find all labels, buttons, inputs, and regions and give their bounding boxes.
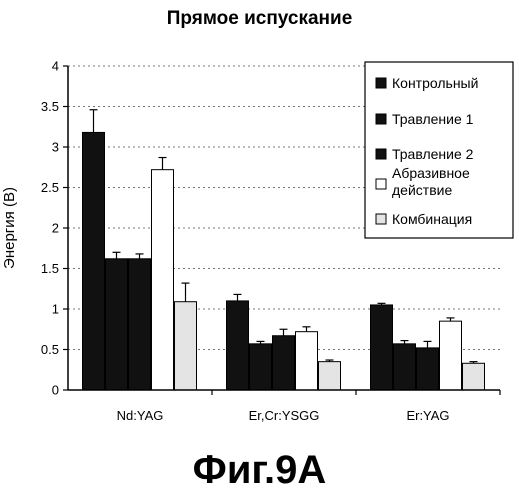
bar — [250, 344, 272, 390]
y-tick-label: 1.5 — [41, 261, 59, 276]
bar — [463, 363, 485, 390]
legend-label: Травление 1 — [392, 111, 474, 127]
bar — [227, 301, 249, 390]
legend-swatch — [376, 214, 386, 224]
bar — [129, 259, 151, 390]
y-tick-label: 3 — [52, 140, 59, 155]
x-category-label: Er,Cr:YSGG — [249, 408, 320, 423]
bar — [371, 305, 393, 390]
bar — [319, 362, 341, 390]
y-tick-label: 0.5 — [41, 342, 59, 357]
y-axis-label: Энергия (В) — [1, 187, 18, 269]
y-tick-label: 2.5 — [41, 180, 59, 195]
y-axis-ticks: 0 0.5 1 1.5 2 2.5 3 3.5 4 — [41, 59, 68, 398]
x-category-label: Nd:YAG — [117, 408, 164, 423]
bar — [106, 259, 128, 390]
legend-swatch — [376, 114, 386, 124]
x-axis-categories: Nd:YAG Er,Cr:YSGG Er:YAG — [117, 390, 500, 423]
bar — [440, 321, 462, 390]
bar — [394, 344, 416, 390]
y-tick-label: 3.5 — [41, 99, 59, 114]
legend-swatch — [376, 149, 386, 159]
legend-label: Контрольный — [392, 75, 478, 91]
legend-label: Травление 2 — [392, 146, 474, 162]
y-tick-label: 1 — [52, 302, 59, 317]
legend: КонтрольныйТравление 1Травление 2Абразив… — [365, 62, 513, 238]
legend-label: Комбинация — [392, 211, 472, 227]
bar — [273, 336, 295, 390]
bar — [417, 348, 439, 390]
bar — [83, 132, 105, 390]
bar — [296, 332, 318, 390]
bar — [152, 170, 174, 390]
y-tick-label: 2 — [52, 221, 59, 236]
y-tick-label: 4 — [52, 59, 59, 74]
x-category-label: Er:YAG — [406, 408, 449, 423]
bar — [175, 302, 197, 390]
y-tick-label: 0 — [52, 383, 59, 398]
legend-swatch — [376, 179, 386, 189]
figure-caption: Фиг.9А — [0, 448, 519, 493]
legend-swatch — [376, 78, 386, 88]
